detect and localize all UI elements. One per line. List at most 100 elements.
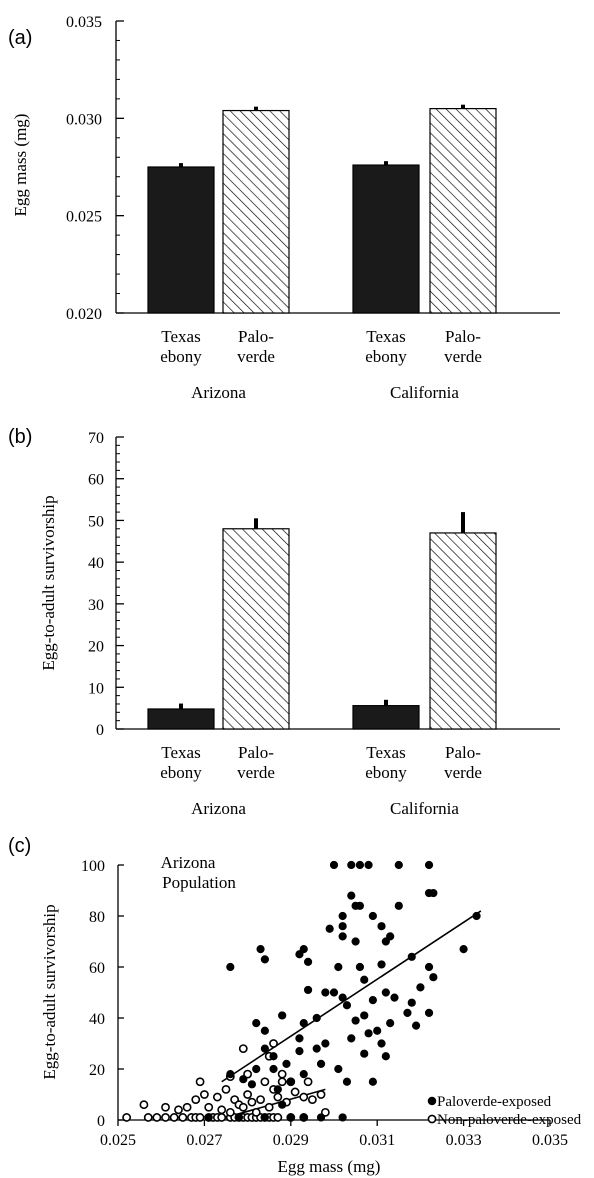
- point-paloverde: [394, 901, 403, 910]
- point-paloverde: [299, 945, 308, 954]
- point-nonpaloverde: [277, 1077, 287, 1087]
- point-paloverde: [260, 955, 269, 964]
- y-tick-label: 20: [88, 639, 104, 656]
- point-paloverde: [226, 962, 235, 972]
- y-tick-label: 0: [96, 722, 104, 739]
- y-tick-label: 20: [89, 1062, 105, 1079]
- point-nonpaloverde: [152, 1113, 162, 1122]
- y-tick-label: 70: [88, 430, 104, 447]
- panel-a-ylabel: Egg mass (mg): [11, 114, 30, 217]
- panel-b-bars: [147, 512, 497, 730]
- point-nonpaloverde: [260, 1077, 270, 1087]
- point-paloverde: [295, 1034, 304, 1043]
- point-nonpaloverde: [320, 1107, 330, 1117]
- point-nonpaloverde: [212, 1092, 222, 1102]
- point-paloverde: [286, 1113, 295, 1122]
- point-paloverde: [429, 973, 438, 982]
- point-paloverde: [226, 1070, 235, 1079]
- panel-a-yaxis-title: Egg mass (mg): [11, 114, 30, 217]
- point-nonpaloverde: [139, 1100, 149, 1110]
- panel-c-points: [122, 860, 481, 1122]
- point-paloverde: [278, 1100, 287, 1109]
- point-paloverde: [390, 993, 399, 1002]
- point-paloverde: [368, 996, 377, 1005]
- y-tick-label: 30: [88, 597, 104, 614]
- point-paloverde: [407, 952, 416, 961]
- point-paloverde: [295, 950, 304, 959]
- x-tick-label: 0.035: [532, 1132, 568, 1149]
- point-nonpaloverde: [225, 1107, 235, 1117]
- point-paloverde: [377, 922, 386, 931]
- point-paloverde: [364, 1029, 373, 1038]
- point-nonpaloverde: [191, 1095, 201, 1104]
- x-tick-label: 0.031: [359, 1132, 395, 1149]
- point-paloverde: [411, 1021, 421, 1030]
- category-label: Palo-: [238, 743, 274, 762]
- group-label: Arizona: [191, 383, 246, 402]
- point-paloverde: [394, 860, 403, 870]
- point-paloverde: [351, 937, 360, 946]
- point-paloverde: [256, 945, 265, 954]
- category-label: verde: [237, 347, 275, 366]
- point-paloverde: [407, 998, 416, 1007]
- point-paloverde: [338, 932, 347, 941]
- point-paloverde: [312, 1044, 321, 1053]
- panel-c: (c) Egg-to-adult survivorship Egg mass (…: [8, 835, 582, 1176]
- bar: [429, 532, 497, 730]
- panel-b-category-labels: TexasebonyPalo-verdeArizonaTexasebonyPal…: [160, 743, 482, 818]
- panel-c-label: (c): [8, 835, 31, 857]
- point-paloverde: [260, 1113, 269, 1122]
- point-paloverde: [355, 962, 365, 972]
- bar: [222, 109, 290, 314]
- point-paloverde: [239, 1075, 248, 1084]
- point-paloverde: [316, 1113, 326, 1122]
- panel-c-ylabel: Egg-to-adult survivorship: [40, 904, 59, 1079]
- x-tick-label: 0.027: [186, 1132, 222, 1149]
- y-tick-label: 40: [88, 555, 104, 572]
- point-paloverde: [381, 937, 390, 946]
- bar: [222, 528, 290, 730]
- point-paloverde: [459, 945, 468, 954]
- bar: [147, 708, 215, 730]
- point-paloverde: [269, 1064, 278, 1074]
- point-paloverde: [373, 1026, 382, 1035]
- point-nonpaloverde: [299, 1092, 309, 1102]
- point-paloverde: [386, 1019, 395, 1028]
- category-label: ebony: [160, 347, 202, 366]
- panel-b-label: (b): [8, 426, 32, 448]
- panel-c-legend: Paloverde-exposed Non-paloverde-exposed: [427, 1094, 582, 1128]
- point-paloverde: [247, 1080, 257, 1089]
- point-paloverde: [312, 1013, 321, 1023]
- panel-b-yaxis-title: Egg-to-adult survivorship: [39, 495, 58, 670]
- point-paloverde: [260, 1026, 269, 1035]
- point-paloverde: [355, 901, 365, 910]
- bar: [147, 166, 215, 314]
- point-paloverde: [338, 1113, 347, 1122]
- point-paloverde: [321, 988, 330, 997]
- point-paloverde: [329, 860, 339, 870]
- category-label: Texas: [161, 327, 200, 346]
- point-nonpaloverde: [161, 1102, 170, 1112]
- point-nonpaloverde: [264, 1102, 274, 1112]
- point-nonpaloverde: [238, 1044, 248, 1053]
- point-paloverde: [334, 1064, 343, 1074]
- category-label: Palo-: [445, 327, 481, 346]
- panel-a-bars: [147, 104, 497, 314]
- point-paloverde: [299, 1113, 308, 1122]
- point-paloverde: [347, 1034, 356, 1043]
- point-paloverde: [342, 1077, 352, 1086]
- category-label: ebony: [365, 347, 407, 366]
- y-tick-label: 60: [88, 472, 104, 489]
- legend-marker-nonpaloverde: [427, 1114, 437, 1124]
- legend-label-paloverde: Paloverde-exposed: [437, 1094, 552, 1110]
- category-label: ebony: [365, 763, 407, 782]
- point-nonpaloverde: [307, 1095, 317, 1104]
- point-paloverde: [329, 988, 339, 997]
- category-label: verde: [237, 763, 275, 782]
- y-tick-label: 50: [88, 513, 104, 530]
- category-label: Palo-: [238, 327, 274, 346]
- trendline-nonpaloverde: [225, 1088, 326, 1119]
- x-tick-label: 0.025: [100, 1132, 136, 1149]
- bar: [352, 705, 420, 730]
- point-paloverde: [299, 1019, 308, 1028]
